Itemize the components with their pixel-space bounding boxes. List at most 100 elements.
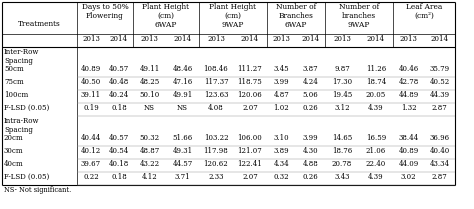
Text: 42.78: 42.78 (398, 78, 419, 86)
Text: 120.06: 120.06 (237, 91, 263, 99)
Text: 39.67: 39.67 (81, 160, 101, 168)
Text: 16.59: 16.59 (366, 134, 386, 142)
Text: 3.10: 3.10 (273, 134, 289, 142)
Text: 0.18: 0.18 (111, 104, 127, 112)
Text: 2.07: 2.07 (242, 104, 258, 112)
Text: 4.24: 4.24 (302, 78, 319, 86)
Text: 2014: 2014 (241, 35, 259, 43)
Text: 0.32: 0.32 (273, 173, 289, 181)
Text: 40.44: 40.44 (81, 134, 101, 142)
Text: 40.89: 40.89 (398, 147, 419, 155)
Text: NS: NS (177, 104, 188, 112)
Text: 50.32: 50.32 (139, 134, 160, 142)
Text: 3.99: 3.99 (273, 78, 289, 86)
Text: 5.06: 5.06 (302, 91, 319, 99)
Text: 2013: 2013 (141, 35, 158, 43)
Text: 36.96: 36.96 (429, 134, 449, 142)
Text: 2014: 2014 (110, 35, 128, 43)
Text: 2.87: 2.87 (432, 173, 447, 181)
Text: 40.24: 40.24 (109, 91, 129, 99)
Text: 51.66: 51.66 (173, 134, 192, 142)
Text: F-LSD (0.05): F-LSD (0.05) (4, 173, 49, 181)
Text: 2014: 2014 (301, 35, 319, 43)
Text: 40.18: 40.18 (109, 160, 129, 168)
Text: 11.26: 11.26 (366, 65, 386, 73)
Text: 35.79: 35.79 (429, 65, 449, 73)
Text: 40.50: 40.50 (81, 78, 101, 86)
Text: Treatments: Treatments (18, 20, 61, 28)
Text: 4.39: 4.39 (368, 173, 384, 181)
Text: 20.78: 20.78 (332, 160, 352, 168)
Text: 2.07: 2.07 (242, 173, 258, 181)
Text: 44.39: 44.39 (429, 91, 449, 99)
Text: 3.71: 3.71 (175, 173, 191, 181)
Text: 20.05: 20.05 (366, 91, 386, 99)
Text: 118.75: 118.75 (237, 78, 263, 86)
Text: 49.91: 49.91 (173, 91, 192, 99)
Text: 49.31: 49.31 (173, 147, 192, 155)
Text: 2013: 2013 (82, 35, 100, 43)
Text: Days to 50%
Flowering: Days to 50% Flowering (82, 3, 128, 20)
Text: 48.46: 48.46 (173, 65, 192, 73)
Text: 121.07: 121.07 (237, 147, 263, 155)
Text: 50.10: 50.10 (139, 91, 160, 99)
Text: 14.65: 14.65 (332, 134, 352, 142)
Text: 123.63: 123.63 (204, 91, 228, 99)
Text: 2013: 2013 (333, 35, 351, 43)
Text: 21.06: 21.06 (366, 147, 386, 155)
Text: 40.12: 40.12 (81, 147, 101, 155)
Text: 44.09: 44.09 (398, 160, 419, 168)
Text: 111.27: 111.27 (237, 65, 263, 73)
Text: 2014: 2014 (430, 35, 448, 43)
Text: 38.44: 38.44 (399, 134, 419, 142)
Text: 44.57: 44.57 (173, 160, 192, 168)
Text: 3.89: 3.89 (273, 147, 289, 155)
Text: 4.34: 4.34 (273, 160, 289, 168)
Text: Inter-Row
Spacing: Inter-Row Spacing (4, 48, 39, 65)
Text: 1.32: 1.32 (401, 104, 416, 112)
Text: 1.02: 1.02 (273, 104, 289, 112)
Text: NS- Not significant.: NS- Not significant. (4, 186, 71, 194)
Text: 40.57: 40.57 (109, 134, 129, 142)
Text: 2013: 2013 (207, 35, 225, 43)
Text: 4.88: 4.88 (302, 160, 319, 168)
Text: 3.87: 3.87 (303, 65, 319, 73)
Text: 117.98: 117.98 (204, 147, 228, 155)
Text: Plant Height
(cm)
6WAP: Plant Height (cm) 6WAP (143, 3, 190, 29)
Text: 40.40: 40.40 (429, 147, 450, 155)
Text: 39.11: 39.11 (81, 91, 101, 99)
Text: 30cm: 30cm (4, 147, 24, 155)
Text: Plant Height
(cm)
9WAP: Plant Height (cm) 9WAP (210, 3, 256, 29)
Text: 50cm: 50cm (4, 65, 24, 73)
Text: 4.08: 4.08 (208, 104, 224, 112)
Text: Intra-Row
Spacing: Intra-Row Spacing (4, 117, 39, 134)
Text: 0.22: 0.22 (83, 173, 99, 181)
Text: NS: NS (144, 104, 155, 112)
Text: 43.22: 43.22 (139, 160, 160, 168)
Text: 40.46: 40.46 (398, 65, 419, 73)
Text: 0.26: 0.26 (302, 104, 319, 112)
Text: 40.52: 40.52 (429, 78, 450, 86)
Text: 2.33: 2.33 (208, 173, 224, 181)
Text: 18.76: 18.76 (332, 147, 352, 155)
Text: 20cm: 20cm (4, 134, 24, 142)
Text: 4.87: 4.87 (273, 91, 289, 99)
Text: 2014: 2014 (367, 35, 385, 43)
Text: 47.16: 47.16 (173, 78, 192, 86)
Text: 120.62: 120.62 (204, 160, 228, 168)
Text: 108.46: 108.46 (204, 65, 228, 73)
Text: 103.22: 103.22 (204, 134, 228, 142)
Text: 48.25: 48.25 (139, 78, 160, 86)
Text: 100cm: 100cm (4, 91, 28, 99)
Text: 4.12: 4.12 (142, 173, 157, 181)
Text: 2.87: 2.87 (432, 104, 447, 112)
Text: 117.37: 117.37 (204, 78, 228, 86)
Text: 2014: 2014 (173, 35, 191, 43)
Text: 4.30: 4.30 (303, 147, 319, 155)
Text: 9.87: 9.87 (334, 65, 350, 73)
Text: 0.19: 0.19 (83, 104, 99, 112)
Text: Leaf Area
(cm²): Leaf Area (cm²) (406, 3, 442, 20)
Text: 48.87: 48.87 (139, 147, 160, 155)
Text: 40cm: 40cm (4, 160, 24, 168)
Text: 19.45: 19.45 (332, 91, 352, 99)
